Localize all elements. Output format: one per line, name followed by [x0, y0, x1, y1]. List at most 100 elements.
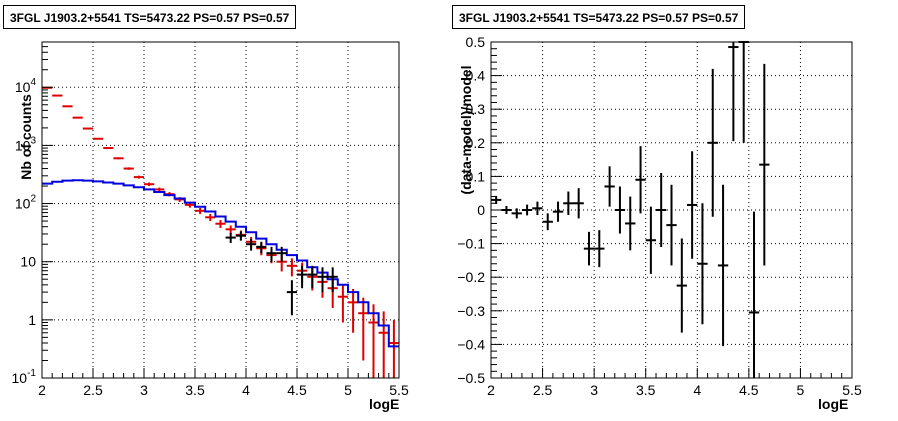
data-point	[707, 68, 718, 217]
x-tick-label: 5	[797, 382, 805, 398]
left-chart-title: 3FGL J1903.2+5541 TS=5473.22 PS=0.57 PS=…	[3, 5, 297, 29]
model-count-point	[205, 214, 216, 222]
data-point	[225, 233, 236, 243]
x-tick-label: 4.5	[739, 382, 759, 398]
y-tick-label: −0.1	[457, 236, 485, 252]
x-tick-label: 4	[693, 382, 701, 398]
data-point	[552, 201, 564, 222]
y-tick-label: 0.5	[466, 34, 486, 50]
model-count-point	[286, 258, 297, 277]
x-tick-label: 3	[590, 382, 598, 398]
x-tick-label: 5.5	[842, 382, 862, 398]
data-point	[748, 211, 760, 378]
left-series	[42, 86, 399, 378]
x-tick-label: 5.5	[389, 382, 409, 398]
data-point	[501, 205, 512, 215]
model-count-point	[52, 94, 63, 97]
data-point	[573, 188, 584, 219]
model-count-point	[103, 147, 114, 150]
x-tick-label: 5	[344, 382, 352, 398]
y-tick-label: −0.3	[457, 303, 485, 319]
x-tick-label: 2.5	[533, 382, 553, 398]
right-x-axis-title: logE	[818, 396, 849, 412]
model-count-point	[62, 105, 73, 108]
y-tick-label: −0.5	[457, 370, 485, 386]
x-tick-label: 3.5	[636, 382, 656, 398]
data-point	[491, 195, 502, 204]
x-tick-label: 3	[140, 382, 148, 398]
data-point	[666, 184, 677, 266]
data-point	[532, 201, 543, 216]
y-tick-label: 0.3	[466, 101, 486, 117]
x-tick-label: 4	[242, 382, 250, 398]
x-tick-label: 2	[487, 382, 495, 398]
model-count-point	[154, 187, 165, 192]
model-count-point	[358, 297, 369, 361]
data-point	[686, 151, 698, 259]
model-count-point	[133, 175, 144, 179]
data-point	[246, 239, 257, 251]
data-point	[563, 191, 574, 216]
data-point	[625, 196, 636, 251]
model-count-point	[378, 311, 389, 378]
data-point	[276, 246, 287, 262]
data-point	[307, 265, 318, 289]
model-count-point	[144, 182, 155, 187]
y-tick-label: 0	[477, 202, 485, 218]
model-count-point	[72, 116, 83, 119]
y-tick-label: 10-1	[12, 368, 37, 386]
model-count-point	[368, 304, 379, 378]
model-count-point	[215, 220, 226, 228]
data-point	[759, 63, 770, 266]
data-point	[614, 186, 626, 234]
model-count-point	[337, 284, 348, 323]
data-point	[645, 206, 657, 274]
left-x-axis-title: logE	[369, 396, 400, 412]
model-step-line	[42, 179, 399, 348]
right-panel: 2 2.5 3 3.5 4 4.5 5 5.5 −0.5 −0.4 −0.3 −0.2 −0.1 0 0.1…	[457, 34, 862, 398]
left-y-axis-title: Nb of counts	[18, 94, 34, 180]
data-point	[604, 166, 615, 207]
right-chart-title: 3FGL J1903.2+5541 TS=5473.22 PS=0.57 PS=…	[452, 5, 746, 29]
y-tick-label: 0.2	[466, 135, 486, 151]
left-grid	[42, 42, 399, 378]
y-tick-label: 0.4	[466, 68, 486, 84]
model-count-point	[82, 127, 93, 130]
y-tick-label: 10	[20, 254, 36, 270]
model-count-point	[93, 137, 104, 140]
right-axis-ticks: 2 2.5 3 3.5 4 4.5 5 5.5 −0.5 −0.4 −0.3 −0.2 −0.1 0 0.1…	[457, 34, 862, 398]
model-count-point	[195, 207, 206, 215]
data-point	[717, 184, 729, 347]
data-point	[235, 231, 246, 241]
x-tick-label: 2.5	[83, 382, 103, 398]
data-point	[266, 246, 277, 262]
model-count-point	[113, 157, 124, 160]
data-point	[542, 213, 553, 231]
data-point	[286, 280, 297, 316]
y-tick-label: −0.4	[457, 336, 485, 352]
data-point	[317, 267, 328, 293]
model-count-point	[388, 319, 399, 378]
x-tick-label: 2	[38, 382, 46, 398]
y-tick-label: 1	[28, 312, 36, 328]
data-point	[728, 42, 739, 142]
data-point	[676, 238, 687, 333]
right-series	[491, 41, 770, 378]
data-point	[297, 265, 308, 289]
data-point	[521, 204, 533, 216]
y-tick-label: 0.1	[466, 168, 486, 184]
data-point	[656, 173, 667, 247]
data-point	[635, 146, 646, 214]
y-tick-label: −0.2	[457, 269, 485, 285]
data-point	[738, 41, 749, 143]
right-y-axis-title: (data-model)/model	[458, 65, 474, 195]
x-tick-label: 4.5	[287, 382, 307, 398]
model-count-point	[225, 225, 236, 234]
data-point	[697, 203, 708, 325]
x-tick-label: 3.5	[185, 382, 205, 398]
model-count-point	[348, 288, 359, 333]
data-point	[511, 208, 522, 219]
data-point	[583, 231, 595, 266]
